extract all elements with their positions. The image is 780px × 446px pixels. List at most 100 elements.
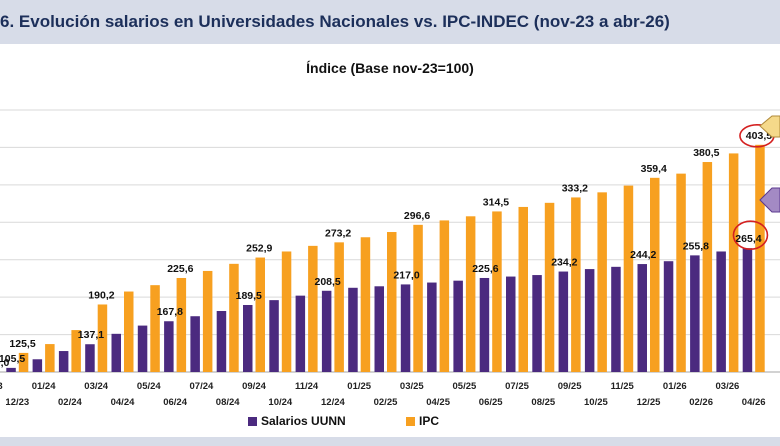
bar-ipc bbox=[571, 197, 581, 372]
bar-ipc bbox=[255, 257, 265, 372]
bar-ipc bbox=[45, 344, 55, 372]
x-tick-label: 07/24 bbox=[190, 381, 214, 392]
bar-salarios bbox=[164, 321, 174, 372]
x-tick-label: 02/25 bbox=[374, 397, 398, 408]
bar-ipc bbox=[465, 216, 476, 372]
bar-salarios bbox=[348, 287, 358, 372]
data-label-salarios: 234,2 bbox=[551, 257, 577, 269]
x-tick-label: 12/24 bbox=[321, 397, 345, 408]
x-tick-label: 01/24 bbox=[32, 381, 56, 392]
callout-arrow-icon bbox=[759, 115, 780, 138]
bar-salarios bbox=[32, 359, 43, 372]
bar-salarios bbox=[427, 282, 437, 372]
bar-salarios bbox=[400, 284, 411, 372]
bar-ipc bbox=[387, 232, 397, 372]
x-tick-label: 10/24 bbox=[268, 397, 292, 408]
data-label-ipc: 190,2 bbox=[88, 289, 114, 301]
x-tick-label: 06/25 bbox=[479, 397, 503, 408]
highlight-circle-salarios bbox=[732, 220, 769, 250]
bar-salarios bbox=[584, 269, 595, 372]
bar-salarios bbox=[269, 300, 279, 372]
bar-ipc bbox=[492, 211, 502, 372]
bar-salarios bbox=[216, 310, 227, 372]
bar-salarios bbox=[137, 325, 148, 372]
bar-ipc bbox=[650, 177, 660, 372]
bar-salarios bbox=[374, 286, 384, 372]
callout-arrow-icon bbox=[759, 187, 780, 213]
data-label-salarios: 167,8 bbox=[157, 306, 183, 318]
x-tick-label: 08/25 bbox=[531, 397, 555, 408]
bar-salarios bbox=[453, 280, 463, 372]
x-tick-label: 04/25 bbox=[426, 397, 450, 408]
data-label-ipc: 314,5 bbox=[483, 196, 509, 208]
data-label-salarios: 189,5 bbox=[236, 290, 262, 302]
bar-salarios bbox=[479, 277, 490, 372]
data-label-salarios: 265,4 bbox=[735, 233, 761, 245]
data-label-ipc: 403,5 bbox=[746, 130, 772, 142]
legend-label-salarios: Salarios UUNN bbox=[261, 414, 346, 428]
data-label-salarios: 137,1 bbox=[78, 329, 104, 341]
x-tick-label: 03/24 bbox=[84, 381, 108, 392]
bar-ipc bbox=[597, 192, 607, 372]
x-tick-label: 01/26 bbox=[663, 381, 687, 392]
bar-ipc bbox=[413, 224, 423, 372]
bar-salarios bbox=[85, 344, 95, 372]
x-tick-label: 12/23 bbox=[5, 397, 29, 408]
data-label-salarios: 208,5 bbox=[315, 276, 341, 288]
bar-ipc bbox=[623, 185, 634, 372]
bar-salarios bbox=[716, 251, 726, 372]
x-tick-label: 06/24 bbox=[163, 397, 187, 408]
data-label-salarios: 225,6 bbox=[472, 263, 498, 275]
bar-ipc bbox=[360, 237, 371, 372]
bar-ipc bbox=[334, 242, 344, 372]
bar-salarios bbox=[637, 264, 647, 372]
data-label-ipc: 273,2 bbox=[325, 227, 351, 239]
data-label-ipc: 359,4 bbox=[641, 163, 667, 175]
bar-salarios bbox=[6, 367, 16, 372]
bar-salarios bbox=[742, 248, 753, 372]
data-label-salarios: 105,5 bbox=[0, 353, 25, 365]
x-tick-label: 02/24 bbox=[58, 397, 82, 408]
bar-ipc bbox=[702, 162, 713, 372]
bar-salarios bbox=[506, 276, 516, 372]
bar-ipc bbox=[518, 206, 528, 372]
x-tick-label: 05/24 bbox=[137, 381, 161, 392]
x-tick-label: 11/23 bbox=[0, 381, 3, 392]
bar-salarios bbox=[111, 333, 121, 372]
x-tick-label: 05/25 bbox=[453, 381, 477, 392]
x-tick-label: 08/24 bbox=[216, 397, 240, 408]
x-tick-label: 04/26 bbox=[742, 397, 766, 408]
bar-salarios bbox=[690, 255, 700, 372]
header-band bbox=[0, 0, 780, 44]
x-tick-label: 04/24 bbox=[111, 397, 135, 408]
x-tick-label: 07/25 bbox=[505, 381, 529, 392]
bar-ipc bbox=[544, 202, 555, 372]
legend-swatch-ipc bbox=[406, 417, 415, 426]
bar-ipc bbox=[97, 304, 108, 372]
bar-salarios bbox=[190, 316, 200, 372]
data-label-salarios: 255,8 bbox=[683, 240, 709, 252]
bar-salarios bbox=[532, 275, 542, 372]
data-label-ipc: 333,2 bbox=[562, 182, 588, 194]
data-label-ipc: 252,9 bbox=[246, 243, 272, 255]
x-tick-label: 10/25 bbox=[584, 397, 608, 408]
bar-ipc bbox=[728, 153, 739, 372]
x-tick-label: 09/24 bbox=[242, 381, 266, 392]
bar-salarios bbox=[295, 295, 306, 372]
bar-ipc bbox=[308, 245, 318, 372]
x-tick-label: 03/25 bbox=[400, 381, 424, 392]
x-tick-label: 12/25 bbox=[637, 397, 661, 408]
data-label-ipc: 296,6 bbox=[404, 210, 430, 222]
bar-salarios bbox=[611, 266, 621, 372]
bar-salarios bbox=[663, 261, 674, 372]
x-tick-label: 09/25 bbox=[558, 381, 582, 392]
bar-ipc bbox=[71, 330, 81, 372]
bar-ipc bbox=[676, 173, 686, 372]
bar-ipc bbox=[176, 277, 187, 372]
bar-ipc bbox=[439, 220, 450, 372]
data-label-ipc: 100,0 bbox=[0, 357, 10, 369]
data-label-ipc: 380,5 bbox=[693, 147, 719, 159]
data-label-ipc: 225,6 bbox=[167, 263, 193, 275]
bar-ipc bbox=[150, 285, 160, 372]
bar-ipc bbox=[124, 291, 134, 372]
